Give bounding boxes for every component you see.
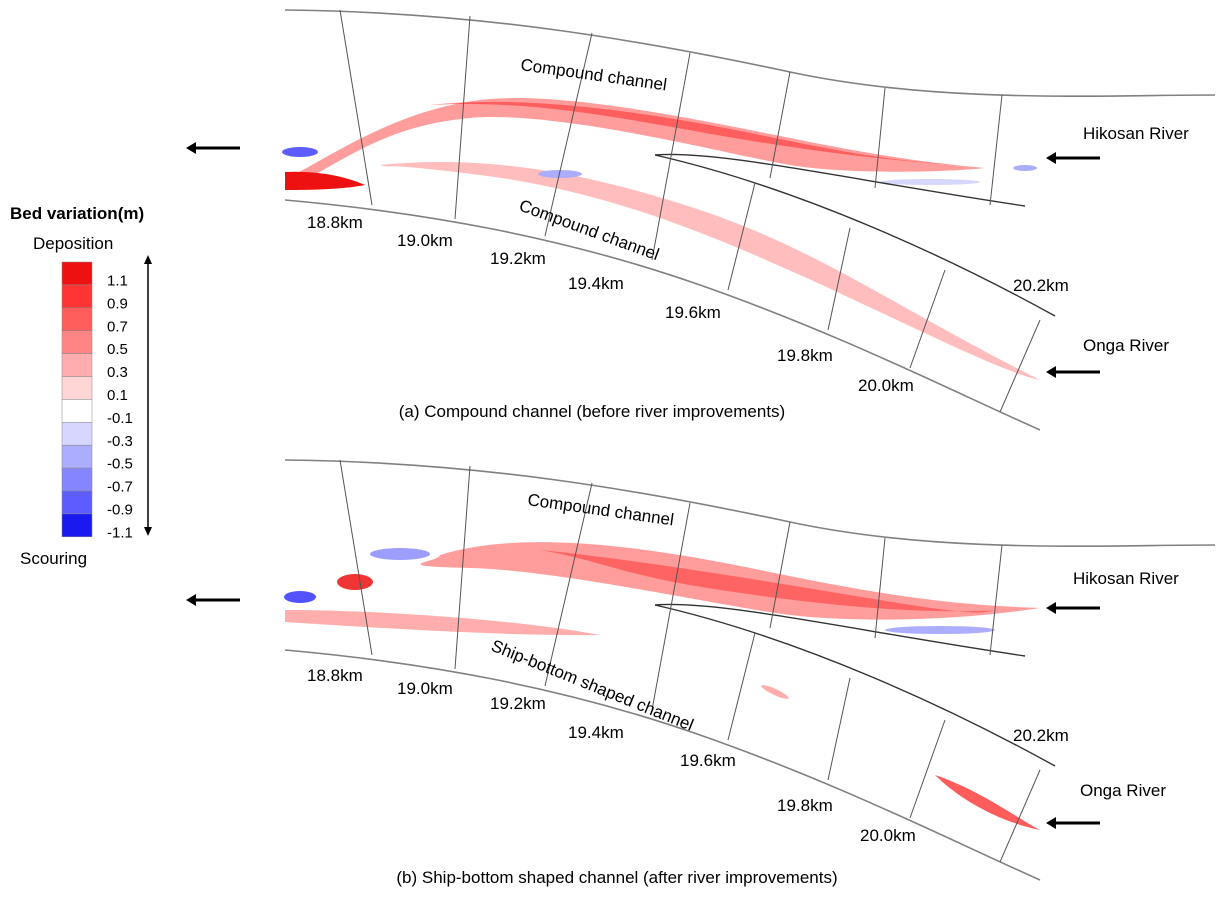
km-label: 20.2km xyxy=(1013,276,1069,295)
km-label: 20.0km xyxy=(858,376,914,395)
km-label: 18.8km xyxy=(307,666,363,685)
channel-label: Compound channel xyxy=(526,490,675,529)
legend-level: -0.7 xyxy=(107,479,133,496)
km-label: 19.8km xyxy=(777,796,833,815)
legend-level: -0.5 xyxy=(107,456,133,473)
km-label: 20.0km xyxy=(860,826,916,845)
km-label: 18.8km xyxy=(307,213,363,232)
river-label: Onga River xyxy=(1080,781,1166,800)
km-label: 19.2km xyxy=(490,249,546,268)
legend-swatch xyxy=(62,285,92,308)
legend-level: -1.1 xyxy=(107,524,133,541)
legend-level: 0.3 xyxy=(107,364,128,381)
labels: (a) Compound channel (before river impro… xyxy=(307,55,1189,887)
legend-swatch xyxy=(62,468,92,491)
km-label: 20.2km xyxy=(1013,726,1069,745)
legend-level: -0.1 xyxy=(107,410,133,427)
legend-bottom-label: Scouring xyxy=(20,549,87,568)
panel-a xyxy=(282,10,1215,430)
figure: Bed variation(m) Deposition Scouring 1.1… xyxy=(0,0,1228,893)
legend-level: -0.9 xyxy=(107,501,133,518)
legend-swatch xyxy=(62,445,92,468)
legend-title: Bed variation(m) xyxy=(10,204,144,223)
legend-swatch xyxy=(62,514,92,537)
legend-level: 1.1 xyxy=(107,272,128,289)
legend-swatch xyxy=(62,491,92,514)
legend-top-label: Deposition xyxy=(33,234,113,253)
km-label: 19.2km xyxy=(490,694,546,713)
legend-swatch xyxy=(62,331,92,354)
legend-swatch xyxy=(62,399,92,422)
legend-swatch xyxy=(62,354,92,377)
river-label: Onga River xyxy=(1083,336,1169,355)
legend-level: 0.7 xyxy=(107,318,128,335)
channel-label: Compound channel xyxy=(519,55,668,94)
panel-caption: (a) Compound channel (before river impro… xyxy=(399,402,785,421)
river-label: Hikosan River xyxy=(1083,124,1189,143)
legend-level: 0.5 xyxy=(107,341,128,358)
legend-swatch xyxy=(62,262,92,285)
km-label: 19.0km xyxy=(397,679,453,698)
km-label: 19.4km xyxy=(568,723,624,742)
km-label: 19.6km xyxy=(680,751,736,770)
legend-swatch xyxy=(62,308,92,331)
legend: Bed variation(m) Deposition Scouring 1.1… xyxy=(10,204,152,568)
page: {"legend": {"title": "Bed variation(m)",… xyxy=(0,0,1228,893)
km-label: 19.8km xyxy=(777,346,833,365)
panel-caption: (b) Ship-bottom shaped channel (after ri… xyxy=(396,868,837,887)
river-label: Hikosan River xyxy=(1073,569,1179,588)
legend-level: 0.1 xyxy=(107,387,128,404)
km-label: 19.4km xyxy=(568,274,624,293)
legend-swatch xyxy=(62,422,92,445)
legend-level: 0.9 xyxy=(107,295,128,312)
legend-level: -0.3 xyxy=(107,433,133,450)
km-label: 19.6km xyxy=(665,303,721,322)
panel-b xyxy=(284,460,1215,880)
km-label: 19.0km xyxy=(397,231,453,250)
legend-swatch xyxy=(62,377,92,400)
